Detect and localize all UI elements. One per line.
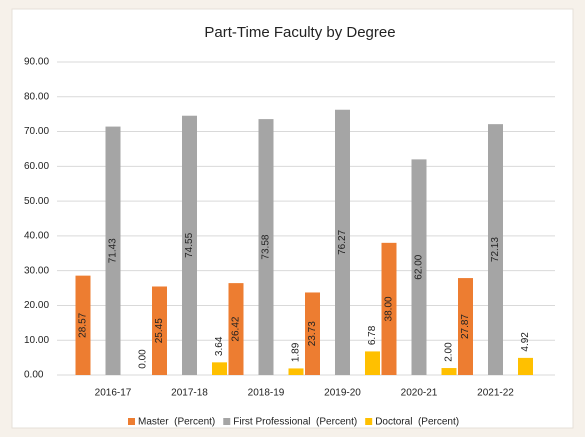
x-tick-label: 2019-20 <box>324 388 361 399</box>
value-label: 0.00 <box>138 349 149 369</box>
value-label: 23.73 <box>307 321 318 346</box>
value-label: 73.58 <box>261 234 272 259</box>
value-label: 62.00 <box>414 254 425 279</box>
value-label: 76.27 <box>337 229 348 254</box>
bar <box>228 283 244 375</box>
y-tick-label: 0.00 <box>24 370 44 381</box>
x-tick-label: 2020-21 <box>401 388 438 399</box>
legend-swatch <box>128 418 135 425</box>
chart-title: Part-Time Faculty by Degree <box>204 24 395 41</box>
y-tick-label: 30.00 <box>24 265 49 276</box>
bar <box>288 368 304 375</box>
bar <box>105 126 121 375</box>
value-label: 26.42 <box>231 316 242 341</box>
x-tick-label: 2021-22 <box>477 388 514 399</box>
value-label: 27.87 <box>460 314 471 339</box>
legend-swatch <box>365 418 373 425</box>
value-label: 71.43 <box>108 238 119 263</box>
bar <box>212 362 227 375</box>
bar <box>75 275 91 375</box>
y-tick-label: 70.00 <box>24 126 49 137</box>
y-tick-label: 80.00 <box>24 91 49 102</box>
y-tick-label: 10.00 <box>24 335 49 346</box>
bar <box>441 368 457 375</box>
x-tick-label: 2018-19 <box>248 388 285 399</box>
legend-swatch <box>223 418 231 425</box>
legend-label: Master (Percent) <box>138 417 215 428</box>
bar <box>365 351 380 375</box>
value-label: 2.00 <box>444 342 455 362</box>
x-tick-label: 2016-17 <box>95 388 132 399</box>
value-label: 72.13 <box>490 237 501 262</box>
bar <box>182 115 197 376</box>
value-label: 1.89 <box>291 342 302 362</box>
bar <box>411 159 427 375</box>
bar <box>152 286 167 375</box>
bar <box>458 278 473 375</box>
value-label: 25.45 <box>154 318 165 343</box>
value-label: 3.64 <box>214 336 225 356</box>
y-tick-label: 90.00 <box>24 57 49 68</box>
value-label: 38.00 <box>384 296 395 321</box>
bar <box>258 119 274 376</box>
bar <box>305 292 320 375</box>
y-tick-label: 60.00 <box>24 161 49 172</box>
x-tick-label: 2017-18 <box>171 388 208 399</box>
value-label: 28.57 <box>78 312 89 337</box>
legend-label: First Professional (Percent) <box>233 417 357 428</box>
value-label: 4.92 <box>520 332 531 352</box>
bar <box>335 109 350 376</box>
bar <box>518 357 533 375</box>
y-tick-label: 20.00 <box>24 300 49 311</box>
legend-label: Doctoral (Percent) <box>375 417 459 428</box>
y-tick-label: 50.00 <box>24 196 49 207</box>
value-label: 74.55 <box>184 232 195 257</box>
y-tick-label: 40.00 <box>24 231 49 242</box>
value-label: 6.78 <box>367 325 378 345</box>
bar <box>381 242 397 375</box>
bar <box>488 124 503 375</box>
